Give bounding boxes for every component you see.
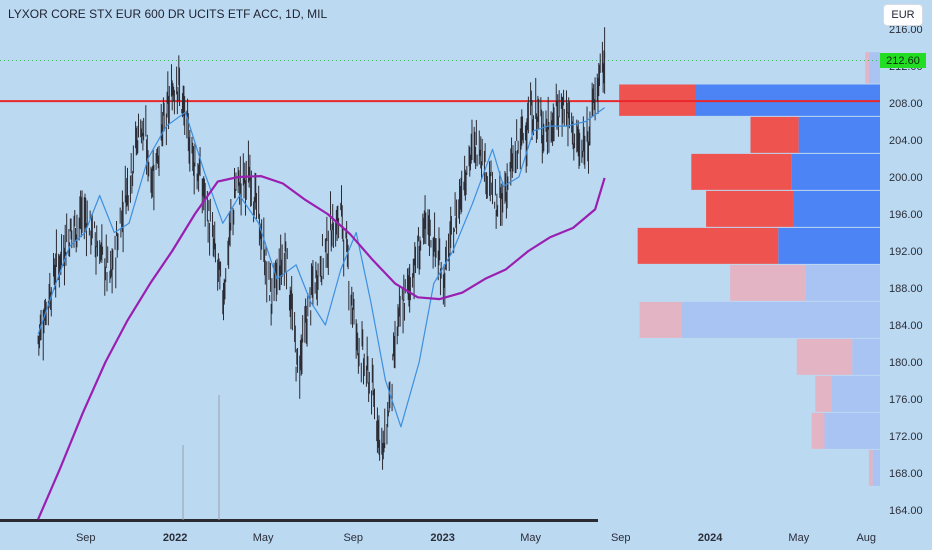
vp-row-2-down	[691, 153, 792, 190]
vp-row-9-up	[824, 412, 880, 449]
vp-row-6-up	[682, 301, 880, 338]
vp-row-8-up	[831, 375, 880, 412]
vp-row-11-up	[868, 52, 880, 84]
vp-row-3-up	[793, 190, 880, 227]
vp-row-1-up	[798, 116, 880, 153]
vp-row-2-up	[791, 153, 880, 190]
chart-title: LYXOR CORE STX EUR 600 DR UCITS ETF ACC,…	[8, 7, 328, 21]
y-tick-label-3: 204.00	[889, 135, 923, 147]
y-tick-label-0: 216.00	[889, 24, 923, 36]
vp-row-6-down	[639, 301, 683, 338]
y-tick-label-9: 180.00	[889, 357, 923, 369]
y-tick-label-10: 176.00	[889, 394, 923, 406]
vp-row-8-down	[815, 375, 832, 412]
moving-averages	[37, 107, 606, 520]
vp-row-11-down	[865, 52, 869, 84]
x-tick-label-7: 2024	[698, 532, 723, 544]
y-tick-label-8: 184.00	[889, 320, 923, 332]
vp-row-7-up	[852, 338, 880, 375]
x-tick-label-3: Sep	[343, 532, 363, 544]
x-tick-label-6: Sep	[611, 532, 631, 544]
ma-slow-line	[37, 175, 606, 520]
y-tick-label-12: 168.00	[889, 468, 923, 480]
vp-row-10-up	[872, 449, 880, 486]
y-tick-label-5: 196.00	[889, 209, 923, 221]
x-tick-label-2: May	[253, 532, 274, 544]
vp-row-5-down	[730, 264, 806, 301]
y-tick-label-7: 188.00	[889, 283, 923, 295]
x-tick-label-1: 2022	[163, 532, 187, 544]
x-axis: Sep 2022 May Sep 2023 May Sep 2024 May Aug	[76, 532, 876, 544]
x-tick-label-8: May	[788, 532, 809, 544]
y-axis: 216.00212.00208.00204.00200.00196.00192.…	[889, 24, 923, 517]
vp-row-9-down	[811, 412, 825, 449]
volume-bars	[0, 395, 598, 522]
y-tick-label-2: 208.00	[889, 98, 923, 110]
vp-row-3-down	[706, 190, 794, 227]
currency-button[interactable]: EUR	[884, 5, 922, 25]
x-tick-label-9: Aug	[856, 532, 876, 544]
vp-row-1-down	[750, 116, 799, 153]
x-tick-label-4: 2023	[430, 532, 454, 544]
vp-row-4-down	[637, 227, 779, 264]
volume-baseline	[0, 519, 598, 522]
last-price-label: 212.60	[880, 53, 926, 68]
price-candles	[37, 27, 606, 470]
y-tick-label-6: 192.00	[889, 246, 923, 258]
vp-row-4-up	[778, 227, 880, 264]
vp-row-10-down	[868, 449, 873, 486]
vp-row-5-up	[806, 264, 880, 301]
vp-row-7-down	[796, 338, 853, 375]
y-tick-label-4: 200.00	[889, 172, 923, 184]
volume-profile	[619, 52, 880, 486]
x-tick-label-5: May	[520, 532, 541, 544]
ma-fast-line	[37, 107, 605, 428]
horizontal-levels	[0, 59, 880, 103]
y-tick-label-13: 164.00	[889, 505, 923, 517]
y-tick-label-11: 172.00	[889, 431, 923, 443]
x-tick-label-0: Sep	[76, 532, 96, 544]
